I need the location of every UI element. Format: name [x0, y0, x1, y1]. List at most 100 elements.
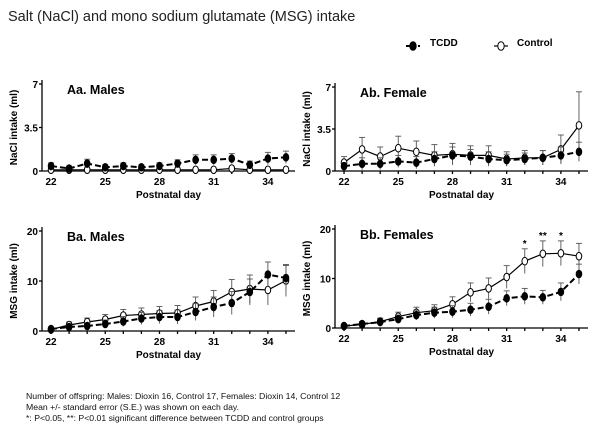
- series-tcdd-point: [503, 294, 510, 303]
- series-tcdd-point: [228, 298, 236, 308]
- legend-control-marker: [497, 41, 505, 51]
- series-control-point: [557, 248, 565, 258]
- series-tcdd-point: [557, 151, 565, 160]
- series-tcdd-point: [83, 159, 91, 168]
- y-tick-label: 7: [32, 80, 38, 91]
- series-tcdd-point: [358, 159, 366, 169]
- series-tcdd-point: [138, 162, 145, 172]
- y-tick-label: 0: [325, 167, 331, 178]
- x-axis-label: Postnatal day: [136, 190, 201, 201]
- series-tcdd-point: [340, 161, 348, 171]
- x-tick-label: 25: [100, 337, 112, 348]
- x-tick-label: 22: [338, 334, 350, 345]
- legend-tcdd-label: TCDD: [430, 38, 458, 49]
- x-tick-label: 31: [501, 177, 513, 188]
- x-tick-label: 28: [447, 334, 459, 345]
- series-control-line: [343, 252, 580, 327]
- y-axis-label: NaCl intake (ml): [302, 91, 313, 167]
- series-tcdd-point: [101, 162, 109, 172]
- series-tcdd-point: [264, 270, 272, 279]
- series-tcdd-point: [192, 155, 199, 165]
- y-tick-label: 0: [32, 167, 38, 178]
- series-control-point: [575, 251, 583, 261]
- series-control-point: [467, 288, 474, 297]
- series-tcdd-point: [340, 321, 348, 331]
- footnotes: Number of offspring: Males: Dioxin 16, C…: [26, 391, 340, 424]
- series-control-point: [521, 256, 529, 266]
- x-axis-label: Postnatal day: [429, 190, 494, 201]
- y-tick-label: 20: [27, 227, 39, 238]
- legend-tcdd-marker: [409, 41, 417, 51]
- x-axis-label: Postnatal day: [136, 350, 201, 361]
- x-tick-label: 28: [154, 337, 166, 348]
- y-tick-label: 7: [325, 83, 331, 94]
- x-tick-label: 22: [45, 337, 57, 348]
- legend: TCDD Control: [404, 38, 594, 54]
- x-tick-label: 28: [154, 177, 166, 188]
- y-tick-label: 10: [320, 275, 332, 286]
- legend-markers: [406, 41, 508, 51]
- series-control-point: [485, 284, 492, 293]
- series-tcdd-point: [376, 159, 384, 169]
- panel-title: Bb. Females: [360, 228, 434, 242]
- series-control-point: [264, 165, 272, 175]
- x-tick-label: 34: [262, 337, 274, 348]
- footnote-sample-size: Number of offspring: Males: Dioxin 16, C…: [26, 391, 341, 401]
- series-tcdd-point: [575, 147, 583, 157]
- significance-marker: **: [539, 231, 547, 242]
- series-tcdd-point: [47, 324, 55, 334]
- series-tcdd-point: [246, 287, 254, 297]
- series-tcdd-point: [539, 293, 547, 302]
- y-tick-label: 0: [325, 324, 331, 335]
- series-control-point: [413, 147, 420, 157]
- series-control-point: [282, 165, 290, 175]
- series-tcdd-point: [394, 314, 402, 324]
- series-tcdd-point: [120, 317, 127, 326]
- x-tick-label: 34: [555, 177, 567, 188]
- series-tcdd-point: [156, 161, 163, 171]
- series-tcdd-point: [210, 155, 217, 165]
- x-tick-label: 28: [447, 177, 459, 188]
- series-control-point: [575, 121, 583, 130]
- panel-title: Ba. Males: [67, 230, 125, 244]
- y-tick-label: 20: [320, 225, 332, 236]
- series-tcdd-point: [449, 151, 456, 160]
- series-control-point: [539, 249, 547, 259]
- series-tcdd-point: [575, 269, 583, 279]
- x-tick-label: 34: [555, 334, 567, 345]
- series-tcdd-point: [485, 302, 492, 312]
- series-control-point: [358, 145, 366, 154]
- series-tcdd-point: [264, 154, 272, 163]
- series-tcdd-point: [467, 152, 474, 161]
- series-tcdd-point: [413, 158, 420, 167]
- x-axis-label: Postnatal day: [429, 347, 494, 358]
- series-tcdd-point: [431, 308, 438, 317]
- series-tcdd-point: [138, 314, 145, 323]
- series-tcdd-point: [246, 160, 254, 170]
- y-tick-label: 3.5: [24, 124, 38, 135]
- significance-marker: *: [559, 231, 563, 242]
- series-tcdd-point: [521, 292, 529, 301]
- x-tick-label: 31: [501, 334, 513, 345]
- x-tick-label: 34: [262, 177, 274, 188]
- x-tick-label: 22: [45, 177, 57, 188]
- series-tcdd-point: [358, 319, 366, 329]
- footnote-error-bars: Mean +/- standard error (S.E.) was shown…: [26, 402, 240, 412]
- y-axis-label: MSG intake (ml): [302, 241, 313, 317]
- series-tcdd-point: [557, 287, 565, 297]
- series-tcdd-point: [282, 273, 290, 283]
- y-tick-label: 0: [32, 327, 38, 338]
- series-tcdd-point: [449, 307, 456, 316]
- footnote-significance: *: P<0.05, **: P<0.01 significant differ…: [26, 413, 324, 423]
- panel-title: Aa. Males: [67, 83, 125, 97]
- series-tcdd-point: [47, 161, 55, 171]
- series-tcdd-point: [192, 307, 199, 317]
- figure-title: Salt (NaCl) and mono sodium glutamate (M…: [8, 9, 356, 25]
- series-tcdd-point: [120, 161, 127, 171]
- series-tcdd-point: [228, 154, 236, 163]
- series-tcdd-point: [539, 153, 547, 163]
- series-tcdd-point: [394, 157, 402, 166]
- x-tick-label: 22: [338, 177, 350, 188]
